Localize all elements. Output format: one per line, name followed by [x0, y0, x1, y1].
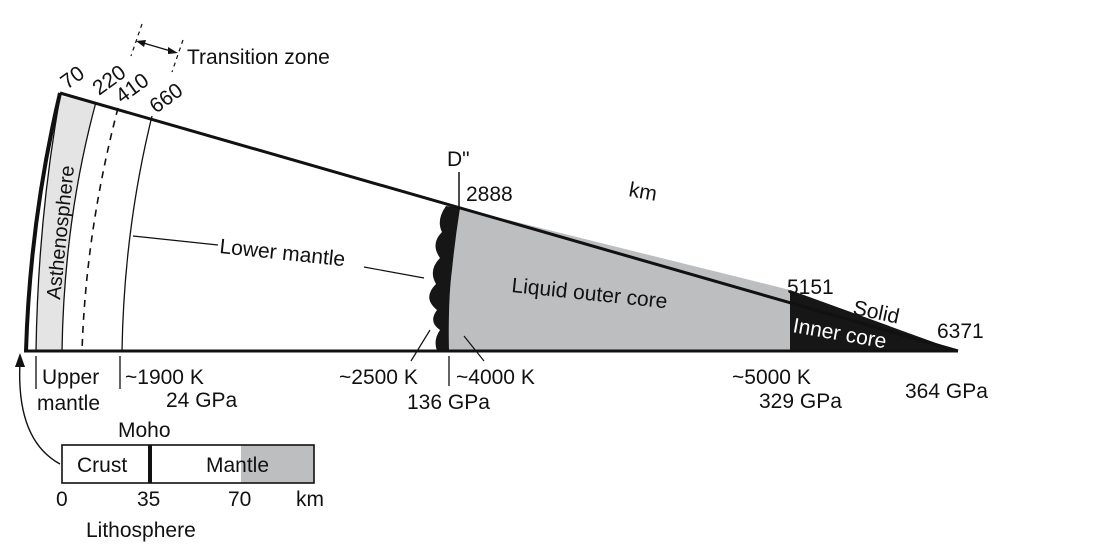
- temp-4000-leader: [463, 335, 485, 362]
- d-double-prime-label: D": [447, 148, 470, 171]
- temp-4000-label: ~4000 K: [456, 366, 535, 389]
- inset-km-label: km: [296, 488, 324, 511]
- inset-mantle-gray: [241, 445, 314, 483]
- inner-core-region: [790, 290, 958, 351]
- inset-tick-70: 70: [228, 488, 251, 511]
- pressure-136-label: 136 GPa: [407, 391, 490, 414]
- depth-70-label: 70: [56, 62, 88, 94]
- inset-arrow: [18, 361, 61, 465]
- depth-5151-label: 5151: [787, 276, 834, 299]
- transition-zone-label: Transition zone: [187, 46, 330, 69]
- upper-mantle-label-line2: mantle: [37, 392, 100, 415]
- pressure-329-label: 329 GPa: [759, 390, 842, 413]
- depth-2888-label: 2888: [466, 183, 513, 206]
- lower-mantle-label: Lower mantle: [218, 235, 346, 271]
- km-unit-label: km: [627, 178, 659, 206]
- lower-mantle-leader-left: [132, 235, 219, 246]
- asthenosphere-band: [36, 96, 96, 351]
- pressure-364-label: 364 GPa: [905, 380, 988, 403]
- upper-mantle-label-line1: Upper: [42, 366, 99, 389]
- transition-zone-arrow: [136, 40, 178, 54]
- boundary-660: [121, 115, 153, 352]
- boundary-70: [35, 96, 61, 352]
- inset-tick-0: 0: [56, 488, 68, 511]
- outer-core-region: [448, 208, 790, 351]
- depth-6371-label: 6371: [937, 320, 984, 343]
- moho-label: Moho: [118, 419, 171, 442]
- temp-2500-leader: [410, 329, 431, 362]
- inset-crust-label: Crust: [77, 454, 127, 477]
- boundary-220: [61, 101, 97, 352]
- inset-lithosphere-title: Lithosphere: [86, 519, 196, 542]
- inset-box: [61, 444, 315, 484]
- inset-arrow-head: [15, 353, 25, 367]
- d-double-prime-layer: [429, 206, 460, 351]
- top-radius-line: [59, 91, 959, 353]
- boundary-410: [81, 107, 119, 352]
- transition-zone-marker-left: [130, 23, 143, 57]
- temp-5000-label: ~5000 K: [732, 366, 811, 389]
- temp-2500-label: ~2500 K: [339, 366, 418, 389]
- temp-1900-label: ~1900 K: [125, 366, 204, 389]
- inset-tick-35: 35: [137, 488, 160, 511]
- earth-surface-arc: [24, 92, 62, 352]
- lower-mantle-leader-right: [363, 266, 425, 279]
- inset-mantle-label: Mantle: [206, 454, 269, 477]
- transition-zone-marker-right: [171, 39, 184, 73]
- pressure-24-label: 24 GPa: [166, 389, 238, 412]
- depth-660-label: 660: [145, 79, 187, 118]
